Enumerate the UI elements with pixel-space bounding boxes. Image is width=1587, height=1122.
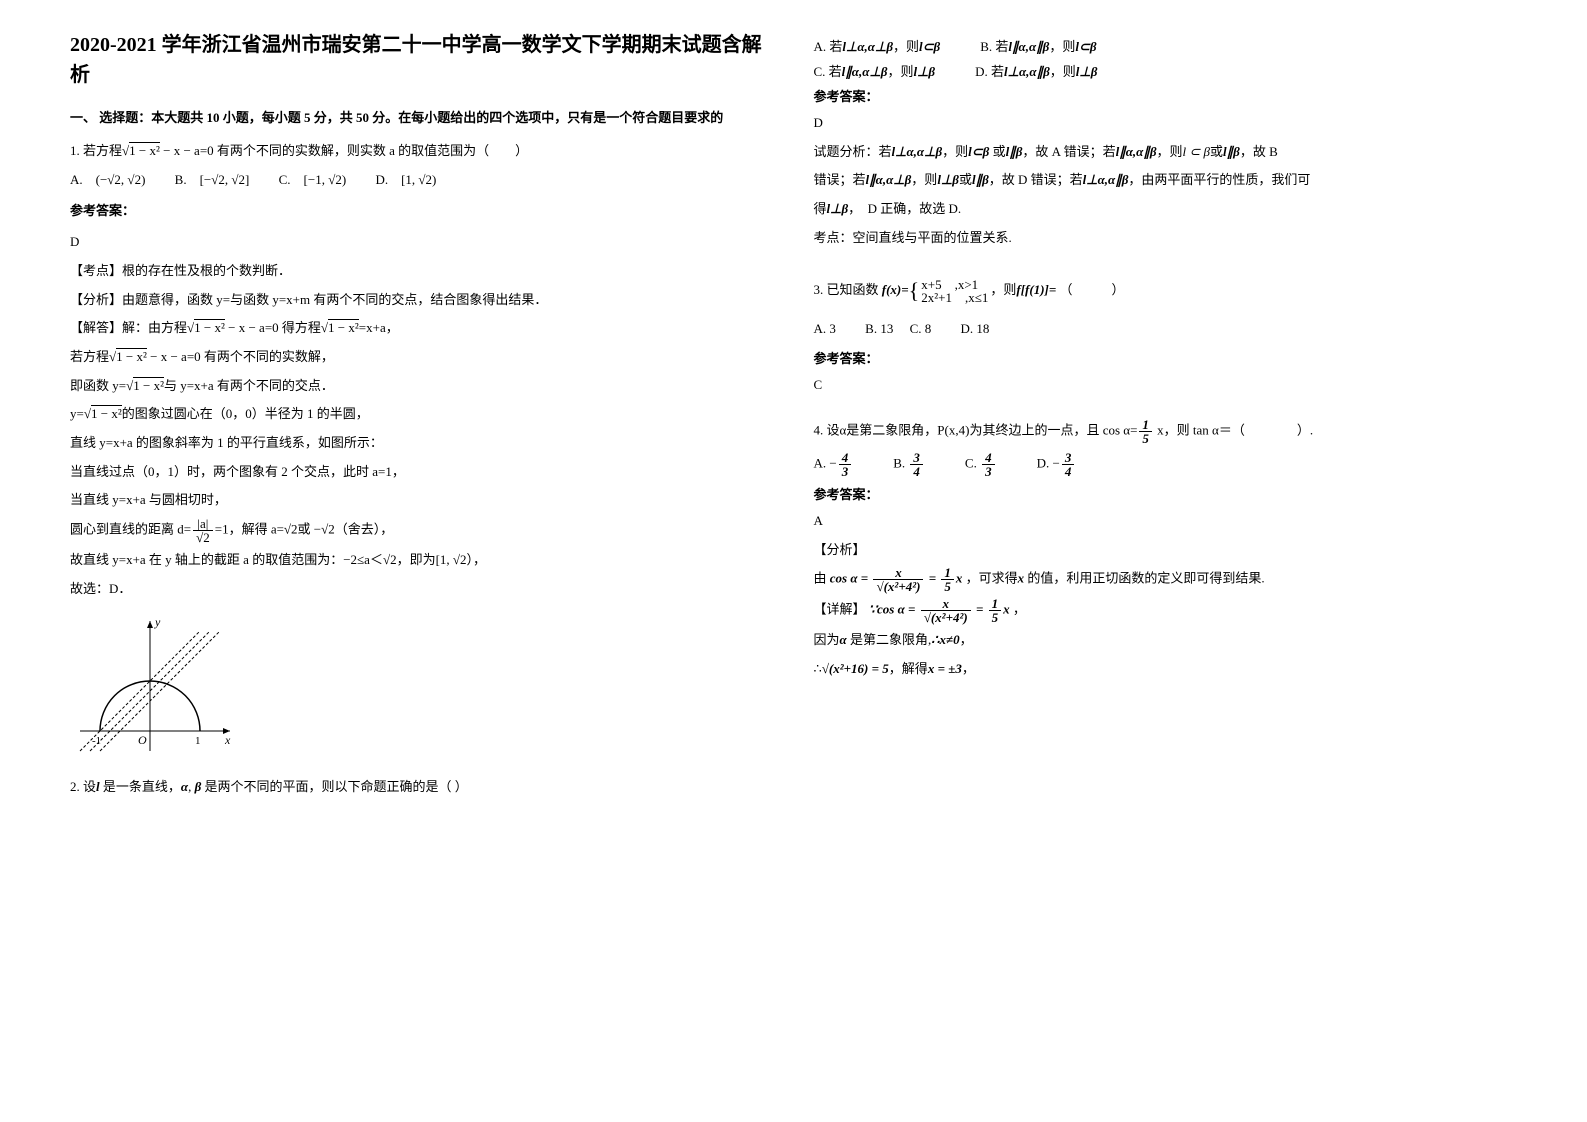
q3-optA: A. 3 <box>814 321 836 336</box>
q1-answer-label: 参考答案： <box>70 199 774 224</box>
svg-text:1: 1 <box>195 735 201 747</box>
q1-p5: 即函数 y=√1 − x²与 y=x+a 有两个不同的交点． <box>70 374 774 399</box>
q4-stem: 4. 设α是第二象限角，P(x,4)为其终边上的一点，且 cos α=15 x，… <box>814 418 1518 445</box>
sqrt-expr: √1 − x² <box>122 142 160 158</box>
svg-text:y: y <box>154 615 161 629</box>
q4-options: A. −43 B. 34 C. 43 D. −34 <box>814 451 1518 478</box>
q1-p11: 故直线 y=x+a 在 y 轴上的截距 a 的取值范围为：−2≤a＜√2，即为[… <box>70 548 774 573</box>
q1-p12: 故选：D． <box>70 577 774 602</box>
q4-optA: A. −43 <box>814 451 854 478</box>
q4-p4: 因为α 是第二象限角,∴x≠0， <box>814 628 1518 653</box>
q4-optC: C. 43 <box>965 451 997 478</box>
q3-answer: C <box>814 373 1518 398</box>
q1-stem: 1. 若方程√1 − x² − x − a=0 有两个不同的实数解，则实数 a … <box>70 139 774 164</box>
q1-optC: C. [−1, √2) <box>279 172 347 187</box>
q1-optA: A. (−√2, √2) <box>70 172 145 187</box>
q1-p7: 直线 y=x+a 的图象斜率为 1 的平行直线系，如图所示： <box>70 431 774 456</box>
q1-p1: 【考点】根的存在性及根的个数判断． <box>70 259 774 284</box>
right-column: A. 若l⊥α,α⊥β，则l⊂β B. 若l∥α,α∥β，则l⊂β C. 若l∥… <box>794 30 1538 1092</box>
q1-p6: y=√1 − x²的图象过圆心在（0，0）半径为 1 的半圆， <box>70 402 774 427</box>
q1-p3: 【解答】解：由方程√1 − x² − x − a=0 得方程√1 − x²=x+… <box>70 316 774 341</box>
q1-p9: 当直线 y=x+a 与圆相切时， <box>70 488 774 513</box>
q1-p10: 圆心到直线的距离 d=|a|√2=1，解得 a=√2或 −√2（舍去）， <box>70 517 774 544</box>
q2-optD: D. 若l⊥α,α∥β，则l⊥β <box>975 61 1097 80</box>
q2-analysis-3: 得l⊥β， D 正确，故选 D. <box>814 197 1518 222</box>
q2-optA: A. 若l⊥α,α⊥β，则l⊂β <box>814 36 941 55</box>
q4-answer: A <box>814 509 1518 534</box>
q4-p1: 【分析】 <box>814 538 1518 563</box>
q3-optB: B. 13 <box>865 321 893 336</box>
section-1-header: 一、 选择题：本大题共 10 小题，每小题 5 分，共 50 分。在每小题给出的… <box>70 108 774 129</box>
q4-p5: ∴√(x²+16) = 5，解得x = ±3， <box>814 657 1518 682</box>
q2-options-row1: A. 若l⊥α,α⊥β，则l⊂β B. 若l∥α,α∥β，则l⊂β <box>814 36 1518 55</box>
q1-answer: D <box>70 230 774 255</box>
question-1: 1. 若方程√1 − x² − x − a=0 有两个不同的实数解，则实数 a … <box>70 139 774 602</box>
q1-p4: 若方程√1 − x² − x − a=0 有两个不同的实数解， <box>70 345 774 370</box>
q4-answer-label: 参考答案： <box>814 484 1518 503</box>
q2-stem: 2. 设l 是一条直线，α, β 是两个不同的平面，则以下命题正确的是（ ） <box>70 775 774 800</box>
q3-optC: C. 8 <box>910 321 932 336</box>
q2-answer: D <box>814 111 1518 136</box>
q3-options: A. 3 B. 13 C. 8 D. 18 <box>814 316 1518 342</box>
document-title: 2020-2021 学年浙江省温州市瑞安第二十一中学高一数学文下学期期末试题含解… <box>70 30 774 90</box>
q4-optB: B. 34 <box>893 451 925 478</box>
q2-options-row2: C. 若l∥α,α⊥β，则l⊥β D. 若l⊥α,α∥β，则l⊥β <box>814 61 1518 80</box>
q1-p8: 当直线过点（0，1）时，两个图象有 2 个交点，此时 a=1， <box>70 460 774 485</box>
q3-optD: D. 18 <box>961 321 990 336</box>
q1-diagram: O x y 1 -1 <box>70 611 774 765</box>
q2-optC: C. 若l∥α,α⊥β，则l⊥β <box>814 61 936 80</box>
q4-optD: D. −34 <box>1037 451 1077 478</box>
svg-text:-1: -1 <box>92 735 101 747</box>
svg-text:x: x <box>224 733 231 747</box>
q1-options: A. (−√2, √2) B. [−√2, √2] C. [−1, √2) D.… <box>70 167 774 193</box>
q2-topic: 考点：空间直线与平面的位置关系. <box>814 226 1518 251</box>
left-column: 2020-2021 学年浙江省温州市瑞安第二十一中学高一数学文下学期期末试题含解… <box>50 30 794 1092</box>
q1-optD: D. [1, √2) <box>375 172 436 187</box>
q1-optB: B. [−√2, √2] <box>175 172 250 187</box>
q2-analysis-1: 试题分析：若l⊥α,α⊥β，则l⊂β 或l∥β，故 A 错误；若l∥α,α∥β，… <box>814 140 1518 165</box>
q3-answer-label: 参考答案： <box>814 348 1518 367</box>
svg-text:O: O <box>138 733 147 747</box>
q2-answer-label: 参考答案： <box>814 86 1518 105</box>
q1-p2: 【分析】由题意得，函数 y=与函数 y=x+m 有两个不同的交点，结合图象得出结… <box>70 288 774 313</box>
q4-p3: 【详解】 ∵cos α = x√(x²+4²) = 15x ， <box>814 597 1518 624</box>
q2-optB: B. 若l∥α,α∥β，则l⊂β <box>980 36 1096 55</box>
q3-stem: 3. 已知函数 f(x)={x+5 ,x>12x²+1 ,x≤1，则f[f(1)… <box>814 270 1518 312</box>
q4-p2: 由 cos α = x√(x²+4²) = 15x ，可求得x 的值，利用正切函… <box>814 566 1518 593</box>
q2-analysis-2: 错误；若l∥α,α⊥β，则l⊥β或l∥β，故 D 错误；若l⊥α,α∥β，由两平… <box>814 168 1518 193</box>
